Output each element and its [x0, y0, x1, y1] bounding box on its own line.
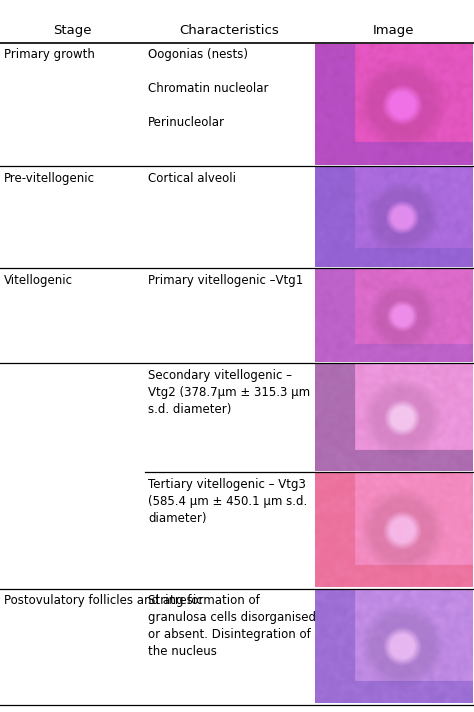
- Text: Image: Image: [373, 23, 414, 37]
- Text: Postovulatory follicles and atresic: Postovulatory follicles and atresic: [4, 595, 202, 607]
- Text: Secondary vitellogenic –
Vtg2 (378.7μm ± 315.3 μm
s.d. diameter): Secondary vitellogenic – Vtg2 (378.7μm ±…: [148, 369, 310, 416]
- Text: Tertiary vitellogenic – Vtg3
(585.4 μm ± 450.1 μm s.d.
diameter): Tertiary vitellogenic – Vtg3 (585.4 μm ±…: [148, 478, 308, 525]
- Text: Primary growth: Primary growth: [4, 48, 95, 61]
- Text: String formation of
granulosa cells disorganised
or absent. Disintegration of
th: String formation of granulosa cells diso…: [148, 595, 316, 659]
- Text: Primary vitellogenic –Vtg1: Primary vitellogenic –Vtg1: [148, 274, 304, 287]
- Text: Vitellogenic: Vitellogenic: [4, 274, 73, 287]
- Text: Stage: Stage: [53, 23, 91, 37]
- Text: Cortical alveoli: Cortical alveoli: [148, 172, 237, 184]
- Text: Pre-vitellogenic: Pre-vitellogenic: [4, 172, 95, 184]
- Text: Oogonias (nests)

Chromatin nucleolar

Perinucleolar: Oogonias (nests) Chromatin nucleolar Per…: [148, 48, 269, 130]
- Text: Characteristics: Characteristics: [179, 23, 279, 37]
